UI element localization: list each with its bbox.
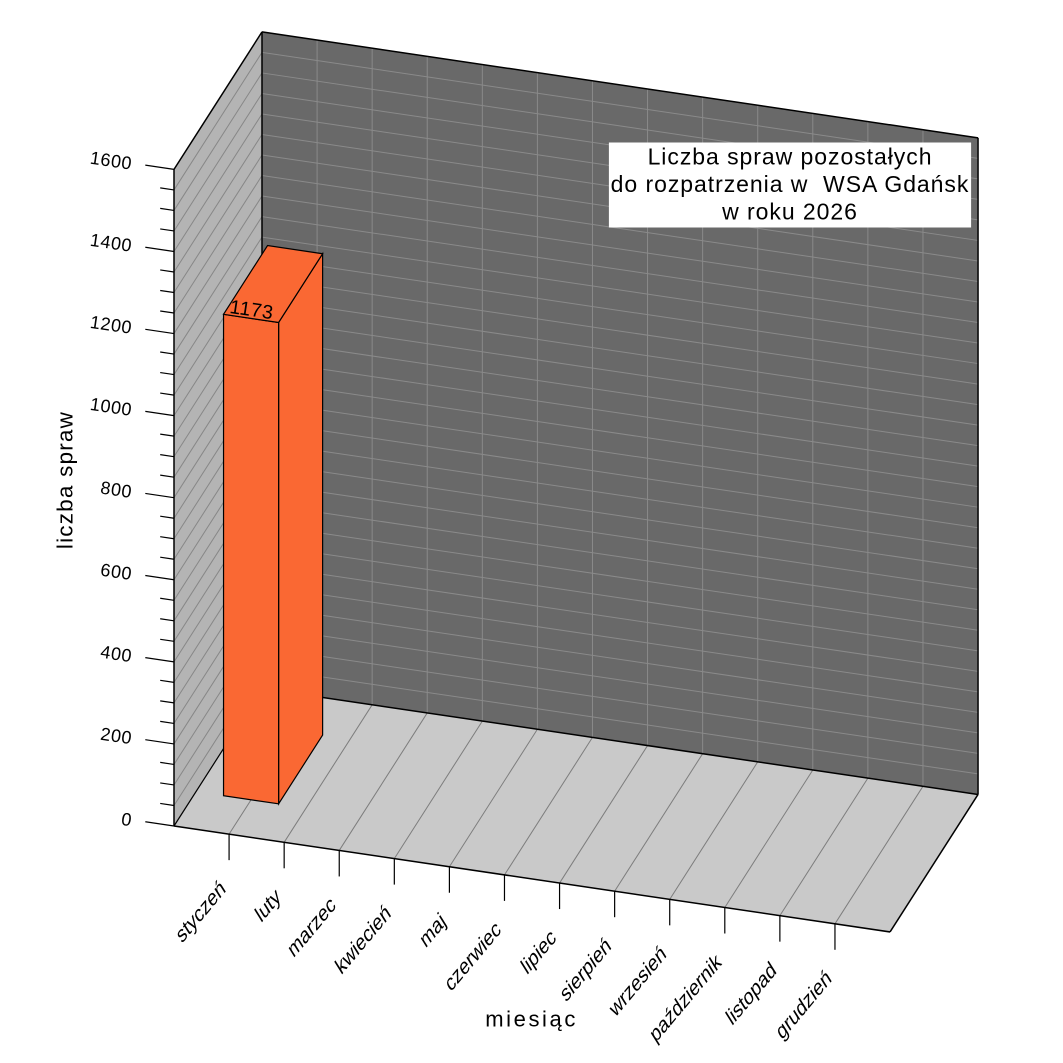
svg-text:miesiąc: miesiąc [485, 1007, 578, 1032]
svg-text:600: 600 [99, 560, 133, 584]
svg-text:0: 0 [120, 809, 133, 830]
svg-text:Liczba spraw pozostałych: Liczba spraw pozostałych [648, 143, 933, 169]
svg-text:liczba spraw: liczba spraw [52, 411, 77, 549]
svg-text:400: 400 [99, 642, 133, 666]
svg-text:200: 200 [99, 724, 133, 748]
svg-text:800: 800 [99, 478, 133, 502]
svg-text:do rozpatrzenia w WSA Gdańsk: do rozpatrzenia w WSA Gdańsk [611, 171, 970, 197]
svg-text:w roku 2026: w roku 2026 [721, 199, 858, 225]
